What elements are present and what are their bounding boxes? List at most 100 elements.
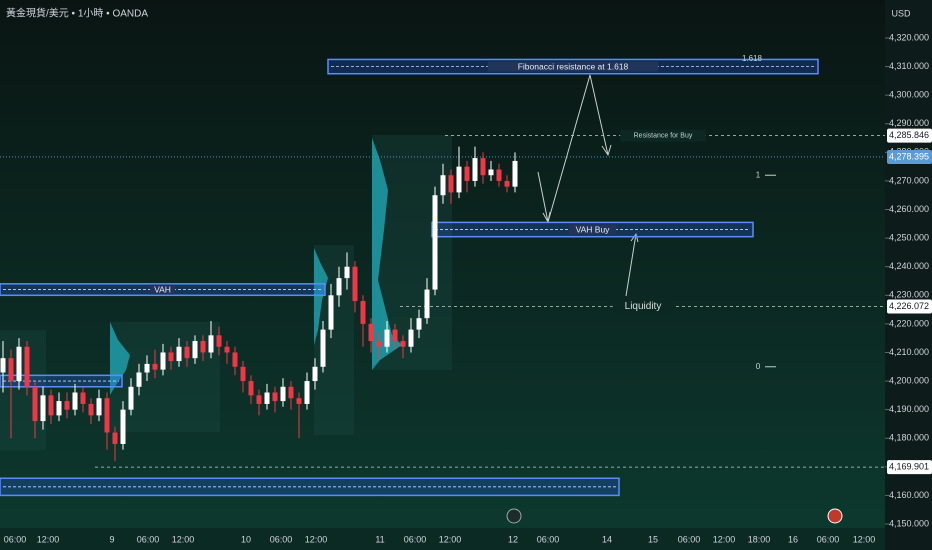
- candle-body: [368, 323, 374, 342]
- candle-body: [280, 386, 286, 402]
- candle-body: [256, 395, 262, 404]
- candle-body: [48, 395, 54, 416]
- price-tag: [887, 149, 932, 164]
- candle-body: [264, 392, 270, 404]
- candle-body: [272, 392, 278, 402]
- price-tag-label: 4,169.901: [889, 461, 929, 471]
- candle-body: [128, 386, 134, 410]
- fib-level-label: 0: [756, 362, 761, 371]
- x-tick-label: 12:00: [305, 534, 328, 544]
- profile-box: [110, 322, 220, 432]
- candle-body: [464, 166, 470, 181]
- x-tick-label: 12:00: [439, 534, 462, 544]
- candle-body: [472, 158, 478, 181]
- price-tag: [887, 460, 932, 475]
- candle-body: [488, 169, 494, 176]
- volume-profile: [372, 138, 402, 370]
- y-tick-label: 4,270.000: [889, 175, 929, 185]
- volume-profile: [110, 322, 130, 395]
- arrow-head: [601, 144, 612, 157]
- candle-body: [336, 278, 342, 296]
- candle-body: [432, 195, 438, 290]
- y-tick-label: 4,210.000: [889, 347, 929, 357]
- candle-body: [296, 398, 302, 404]
- y-tick-label: 4,240.000: [889, 261, 929, 271]
- x-tick-label: 06:00: [137, 534, 160, 544]
- x-tick-label: 9: [109, 534, 114, 544]
- candle-body: [456, 166, 462, 193]
- x-tick-label: 12:00: [853, 534, 876, 544]
- candle-body: [136, 372, 142, 387]
- x-tick-label: 12:00: [172, 534, 195, 544]
- candle-body: [88, 403, 94, 416]
- symbol-header: 黃金現貨/美元 • 1小時 • OANDA: [6, 7, 148, 20]
- zone-label: Fibonacci resistance at 1.618: [518, 61, 629, 71]
- price-tag: [887, 128, 932, 143]
- candle-body: [16, 346, 22, 382]
- y-tick-label: 4,250.000: [889, 232, 929, 242]
- y-tick-label: 4,290.000: [889, 118, 929, 128]
- candle-body: [0, 358, 6, 373]
- candle-body: [376, 341, 382, 347]
- candle-body: [400, 341, 406, 347]
- candle-body: [152, 363, 158, 370]
- arrow: [537, 171, 549, 223]
- candle-body: [96, 398, 102, 416]
- y-tick-label: 4,190.000: [889, 404, 929, 414]
- candle-body: [200, 341, 206, 353]
- price-tag-label: 4,278.395: [889, 151, 929, 161]
- zone-label: VAH: [154, 284, 171, 294]
- candle-body: [232, 352, 238, 367]
- candle-body: [304, 381, 310, 404]
- candle-body: [384, 329, 390, 347]
- x-tick-label: 10: [241, 534, 251, 544]
- time-axis: [0, 528, 885, 550]
- candle-body: [120, 409, 126, 444]
- event-icon[interactable]: [827, 508, 843, 524]
- currency: USD: [891, 8, 911, 18]
- candle-body: [40, 395, 46, 422]
- y-tick-label: 4,320.000: [889, 32, 929, 42]
- candle-body: [496, 169, 502, 181]
- candle-body: [392, 329, 398, 342]
- x-tick-label: 16: [788, 534, 798, 544]
- price-tag-label: 4,285.846: [889, 130, 929, 140]
- level-label-bg: [620, 129, 706, 142]
- candle-body: [56, 401, 62, 416]
- candle-body: [72, 392, 78, 410]
- y-tick-label: 4,180.000: [889, 433, 929, 443]
- x-tick-label: 18:00: [748, 534, 771, 544]
- x-tick-label: 06:00: [817, 534, 840, 544]
- y-tick-label: 4,150.000: [889, 518, 929, 528]
- candle-body: [104, 398, 110, 433]
- candle-body: [360, 301, 366, 324]
- candle-body: [216, 335, 222, 347]
- x-tick-label: 06:00: [537, 534, 560, 544]
- event-icon[interactable]: [506, 508, 522, 524]
- candle-body: [328, 295, 334, 330]
- candle-body: [512, 160, 518, 187]
- candle-body: [224, 346, 230, 353]
- candle-body: [504, 180, 510, 187]
- zone-label-bg: [568, 224, 617, 235]
- profile-box: [0, 330, 46, 450]
- candle-body: [312, 366, 318, 382]
- candle-body: [24, 346, 30, 387]
- candle-body: [440, 175, 446, 196]
- candle-body: [176, 346, 182, 362]
- zone-label: VAH Buy: [576, 224, 611, 234]
- candle-body: [288, 386, 294, 399]
- arrow: [547, 74, 609, 223]
- candle-body: [160, 352, 166, 370]
- candle-body: [408, 329, 414, 347]
- y-tick-label: 4,160.000: [889, 490, 929, 500]
- candle-body: [240, 366, 246, 382]
- candle-body: [320, 329, 326, 367]
- x-tick-label: 11: [375, 534, 384, 544]
- candle-body: [168, 352, 174, 362]
- candle-body: [64, 401, 70, 410]
- candle-body: [248, 381, 254, 396]
- candle-body: [208, 335, 214, 353]
- candle-body: [352, 266, 358, 302]
- y-tick-label: 4,230.000: [889, 290, 929, 300]
